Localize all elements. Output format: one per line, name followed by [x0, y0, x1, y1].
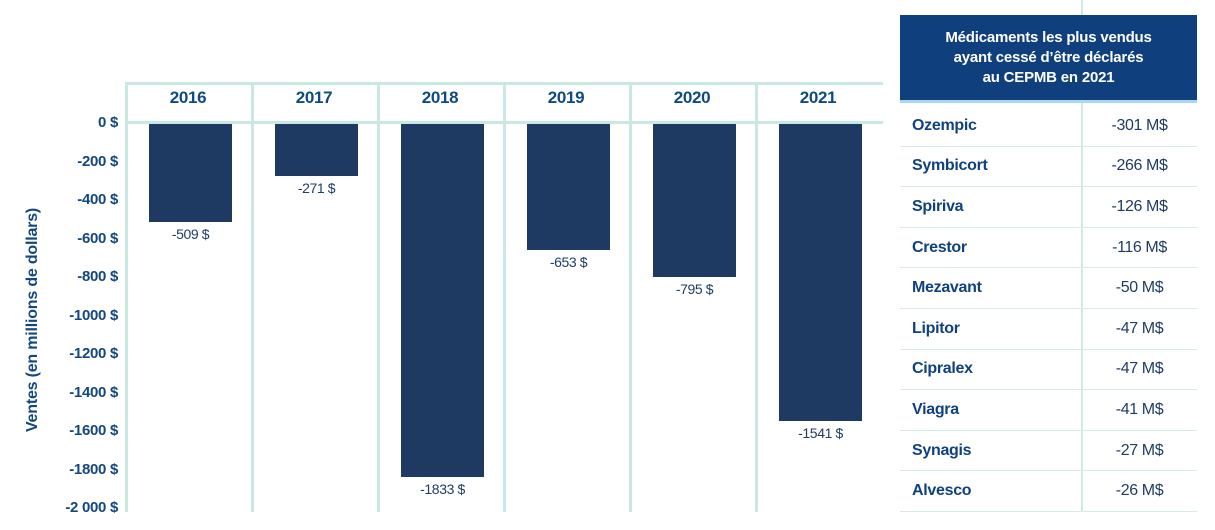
drug-name: Viagra — [912, 400, 959, 418]
drug-name: Lipitor — [912, 319, 960, 337]
drug-sales-value: -26 M$ — [1115, 482, 1164, 500]
y-axis-tick-label: -1800 $ — [69, 460, 118, 478]
y-axis-tick-label: -1200 $ — [69, 345, 118, 362]
table-header: Médicaments les plus vendus ayant cessé d… — [900, 15, 1197, 103]
y-axis-tick-label: 0 $ — [98, 114, 118, 131]
drug-sales-value: -126 M$ — [1111, 197, 1168, 215]
data-bar-2020 — [653, 124, 736, 277]
drug-name: Spiriva — [912, 197, 964, 215]
y-axis-tick-label: -200 $ — [77, 152, 118, 170]
column-separator-line — [629, 82, 632, 512]
drug-sales-value: -50 M$ — [1115, 279, 1164, 297]
drug-name: Crestor — [912, 238, 967, 256]
y-axis-tick-label: -2 000 $ — [65, 499, 118, 516]
drug-sales-value: -301 M$ — [1111, 116, 1168, 134]
drug-name: Cipralex — [912, 360, 973, 378]
bar-value-label: -653 $ — [549, 254, 588, 270]
y-axis-tick-label: -1000 $ — [69, 306, 118, 324]
table-row: Lipitor -47 M$ — [900, 309, 1197, 350]
table-row: Mezavant -50 M$ — [900, 268, 1197, 309]
chart-top-border-line — [125, 82, 883, 85]
data-bar-2019 — [527, 124, 610, 250]
y-axis-tick-label: -800 $ — [77, 268, 118, 285]
medications-table: Médicaments les plus vendus ayant cessé d… — [900, 0, 1197, 512]
bar-value-label: -1833 $ — [420, 481, 465, 497]
table-row: Viagra -41 M$ — [900, 390, 1197, 431]
table-row: Cipralex -47 M$ — [900, 350, 1197, 391]
drug-name: Symbicort — [912, 157, 988, 175]
drug-sales-value: -47 M$ — [1115, 360, 1164, 378]
x-axis-year-label: 2020 — [673, 88, 711, 107]
table-row: Spiriva -126 M$ — [900, 187, 1197, 228]
drug-sales-value: -47 M$ — [1115, 319, 1164, 337]
column-separator-line — [251, 82, 254, 512]
drug-name: Mezavant — [912, 279, 982, 297]
bar-value-label: -271 $ — [297, 180, 336, 196]
bar-value-label: -795 $ — [675, 281, 714, 297]
column-separator-line — [125, 82, 128, 512]
x-axis-year-label: 2018 — [421, 88, 459, 107]
bar-value-label: -509 $ — [171, 226, 210, 242]
table-title-line: Médicaments les plus vendus — [945, 28, 1152, 46]
zero-baseline — [125, 121, 883, 124]
data-bar-2021 — [779, 124, 862, 421]
table-row: Ozempic -301 M$ — [900, 106, 1197, 147]
table-title-line: ayant cessé d’être déclarés — [953, 48, 1144, 66]
column-separator-line — [503, 82, 506, 512]
y-axis-tick-label: -1400 $ — [69, 383, 118, 401]
x-axis-year-label: 2021 — [799, 88, 837, 107]
y-axis-tick-label: -600 $ — [77, 229, 118, 247]
table-title-line: au CEPMB en 2021 — [982, 68, 1115, 86]
bar-value-label: -1541 $ — [798, 425, 843, 441]
table-column-divider — [1081, 0, 1083, 512]
drug-sales-value: -41 M$ — [1115, 400, 1164, 418]
data-bar-2016 — [149, 124, 232, 222]
drug-sales-value: -27 M$ — [1115, 441, 1164, 459]
drug-name: Synagis — [912, 441, 972, 459]
table-row: Crestor -116 M$ — [900, 228, 1197, 269]
column-separator-line — [755, 82, 758, 512]
drug-name: Ozempic — [912, 116, 977, 134]
table-row: Alvesco -26 M$ — [900, 471, 1197, 512]
x-axis-year-label: 2016 — [169, 88, 207, 107]
drug-sales-value: -266 M$ — [1111, 157, 1168, 175]
data-bar-2018 — [401, 124, 484, 477]
drug-name: Alvesco — [912, 482, 972, 500]
table-body: Ozempic -301 M$ Symbicort -266 M$ Spiriva -12… — [900, 106, 1197, 512]
x-axis-year-label: 2017 — [295, 88, 333, 107]
data-bar-2017 — [275, 124, 358, 176]
y-axis-tick-label: -1600 $ — [69, 422, 118, 439]
y-axis-tick-label: -400 $ — [77, 191, 118, 208]
x-axis-year-label: 2019 — [547, 88, 585, 107]
table-row: Symbicort -266 M$ — [900, 147, 1197, 188]
drug-sales-value: -116 M$ — [1112, 238, 1167, 256]
table-row: Synagis -27 M$ — [900, 431, 1197, 472]
column-separator-line — [377, 82, 380, 512]
